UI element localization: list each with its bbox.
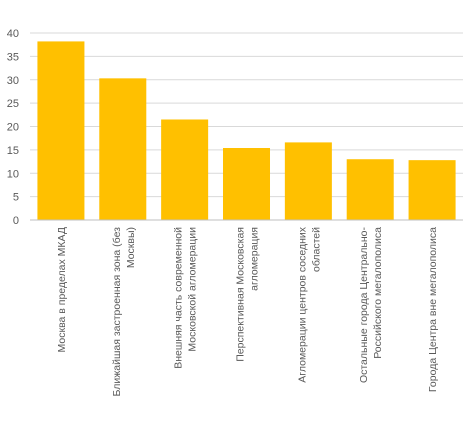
y-tick-label: 15 xyxy=(7,145,19,157)
bar xyxy=(222,148,271,220)
x-category-label-line: Агломерации центров соседних xyxy=(296,226,308,382)
y-tick-label: 10 xyxy=(7,168,19,180)
bar xyxy=(346,159,394,220)
x-category-label-line: областей xyxy=(310,227,322,272)
y-tick-label: 0 xyxy=(13,215,19,227)
x-category-label: Перспективная Московская агломерация xyxy=(235,227,261,362)
x-category-label: Агломерации центров соседних областей xyxy=(296,226,322,382)
bar xyxy=(99,78,147,220)
x-category-label-line: Московской агломерации xyxy=(187,227,199,352)
y-tick-label: 25 xyxy=(7,98,19,110)
y-tick-label: 40 xyxy=(7,28,19,40)
y-tick-label: 30 xyxy=(7,75,19,87)
y-tick-label: 35 xyxy=(7,51,19,63)
x-category-label-line: агломерация xyxy=(249,227,261,291)
y-tick-label: 5 xyxy=(13,192,19,204)
x-category-label-line: Москвы) xyxy=(125,227,137,268)
bars xyxy=(37,41,456,220)
x-category-label-line: Ближайшая застроенная зона (без xyxy=(111,227,123,397)
x-category-label: Города Центра вне мегалополиса xyxy=(427,227,439,392)
bar xyxy=(161,119,209,220)
y-tick-label: 20 xyxy=(7,122,19,134)
x-category-label-line: Перспективная Московская xyxy=(235,227,247,362)
bar xyxy=(284,142,332,220)
x-category-label-line: Города Центра вне мегалополиса xyxy=(427,227,439,392)
bar xyxy=(408,160,456,220)
y-axis-tick-labels: 0 5 10 15 20 25 30 35 40 xyxy=(7,28,19,227)
x-category-label: Внешняя часть современной Московской агло… xyxy=(173,227,199,369)
x-category-label-line: Внешняя часть современной xyxy=(173,227,185,369)
x-category-label-line: Российского мегалополиса xyxy=(372,227,384,359)
x-category-label: Остальные города Центрально- Российского … xyxy=(358,226,384,383)
bar xyxy=(37,41,85,220)
x-category-label: Москва в пределах МКАД xyxy=(56,227,68,352)
x-category-label-line: Москва в пределах МКАД xyxy=(56,227,68,352)
x-axis-category-labels: Москва в пределах МКАД Ближайшая застроен… xyxy=(56,226,439,396)
x-category-label: Ближайшая застроенная зона (без Москвы) xyxy=(111,227,137,397)
x-category-label-line: Остальные города Центрально- xyxy=(358,226,370,383)
